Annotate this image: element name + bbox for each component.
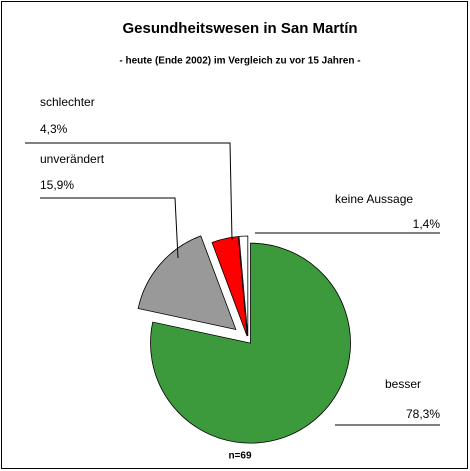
category-label: unverändert	[40, 152, 105, 166]
pie-slice	[238, 235, 249, 337]
leader-line	[25, 142, 233, 241]
leader-line	[40, 197, 179, 259]
category-label: schlechter	[40, 95, 95, 109]
pie	[137, 235, 351, 444]
value-label: 1,4%	[413, 217, 441, 231]
chart-subtitle: - heute (Ende 2002) im Vergleich zu vor …	[119, 56, 360, 67]
annotation: n=69	[228, 451, 252, 462]
value-label: 78,3%	[406, 407, 440, 421]
category-label: keine Aussage	[335, 192, 413, 206]
chart-title: Gesundheitswesen in San Martín	[122, 20, 357, 37]
category-label: besser	[385, 377, 421, 391]
pie-slice	[137, 235, 237, 331]
value-label: 4,3%	[40, 122, 68, 136]
pie-slice	[150, 242, 351, 444]
value-label: 15,9%	[40, 178, 74, 192]
pie-slice	[211, 236, 248, 337]
